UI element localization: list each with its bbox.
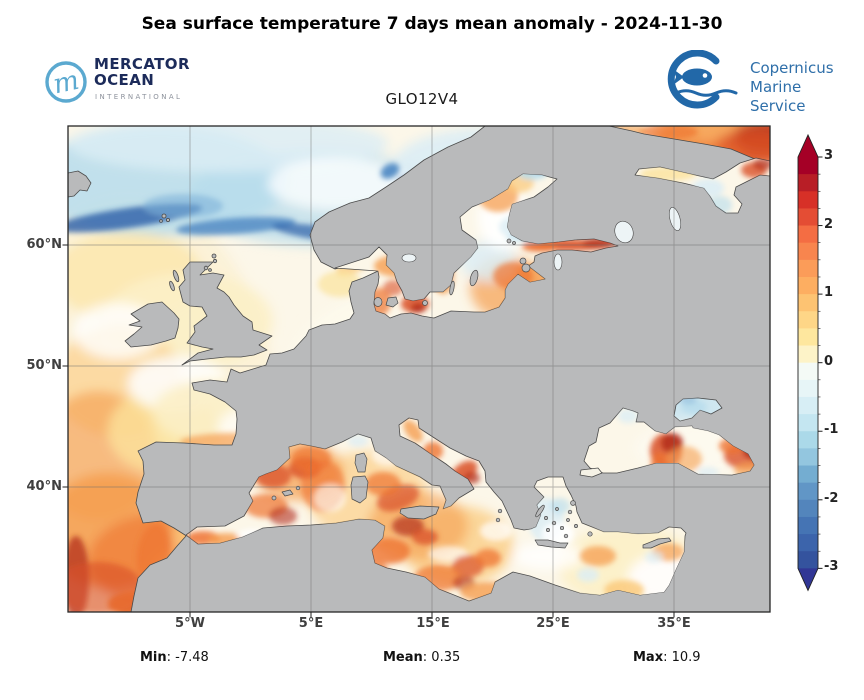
lake-vanern [401,253,417,263]
stat-max: Max: 10.9 [633,650,701,665]
x-tick-label: 35°E [657,616,691,631]
lake-ladoga [614,220,634,244]
mallorca [281,489,294,497]
rhodes [587,531,593,537]
mercator-circle-icon: m [45,61,87,103]
map-frame [67,125,771,613]
colorbar-tick-label: 0 [824,353,834,369]
great-britain [178,261,273,366]
copernicus-word: Copernicus [750,59,834,77]
lake-peipus [553,253,563,271]
y-tick-label: 50°N [26,358,62,373]
euboea [535,504,545,518]
zealand [385,296,399,308]
x-tick-label: 5°E [298,616,324,631]
oland [449,280,455,296]
sea-of-marmara [579,467,603,478]
colorbar-tick-label: 1 [824,285,834,300]
colorbar-tick-label: -1 [824,422,839,437]
gotland [469,269,479,287]
international-word: INTERNATIONAL [95,93,183,101]
islands [271,238,672,549]
gridlines [68,126,770,612]
sst-anomaly-map [62,125,771,618]
x-tick-label: 15°E [416,616,450,631]
copernicus-marine-logo: Copernicus Marine Service [664,49,860,115]
bornholm [422,300,428,306]
ireland [124,301,180,348]
colorbar-extend-over [798,135,818,157]
marine-service-word: Marine Service [750,78,806,115]
sicily [399,505,440,520]
colorbar [797,133,823,592]
mercator-word: MERCATOR [94,55,190,73]
colorbar-extend-under [798,568,818,591]
colorbar-tick-label: 3 [824,148,834,163]
y-tick-label: 60°N [26,237,62,252]
colorbar-tick-label: -3 [824,559,839,574]
funen [373,297,383,307]
lake-onega [668,207,682,231]
axis-ticks [62,244,675,618]
mercator-ocean-logo: m MERCATOR OCEAN INTERNATIONAL [44,52,224,108]
svg-text:m: m [50,65,81,101]
x-tick-label: 25°E [536,616,570,631]
y-tick-label: 40°N [26,479,62,494]
colorbar-tick-label: 2 [824,216,834,232]
ocean-word: OCEAN [94,71,155,89]
copernicus-fish-icon [667,49,738,109]
copernicus-logo-text: Copernicus Marine Service [750,59,860,116]
colorbar-scale [798,157,818,569]
crete [534,539,569,549]
iceland-fragment [68,170,92,198]
page-title: Sea surface temperature 7 days mean anom… [141,14,723,34]
stat-mean: Mean: 0.35 [383,650,461,665]
model-label: GLO12V4 [385,90,459,108]
cyprus [642,537,672,549]
colorbar-tick-label: -2 [824,490,839,506]
corsica [354,452,368,473]
x-tick-label: 5°W [175,616,205,631]
stat-min: Min: -7.48 [140,650,209,665]
colorbar-ticks [818,156,823,569]
